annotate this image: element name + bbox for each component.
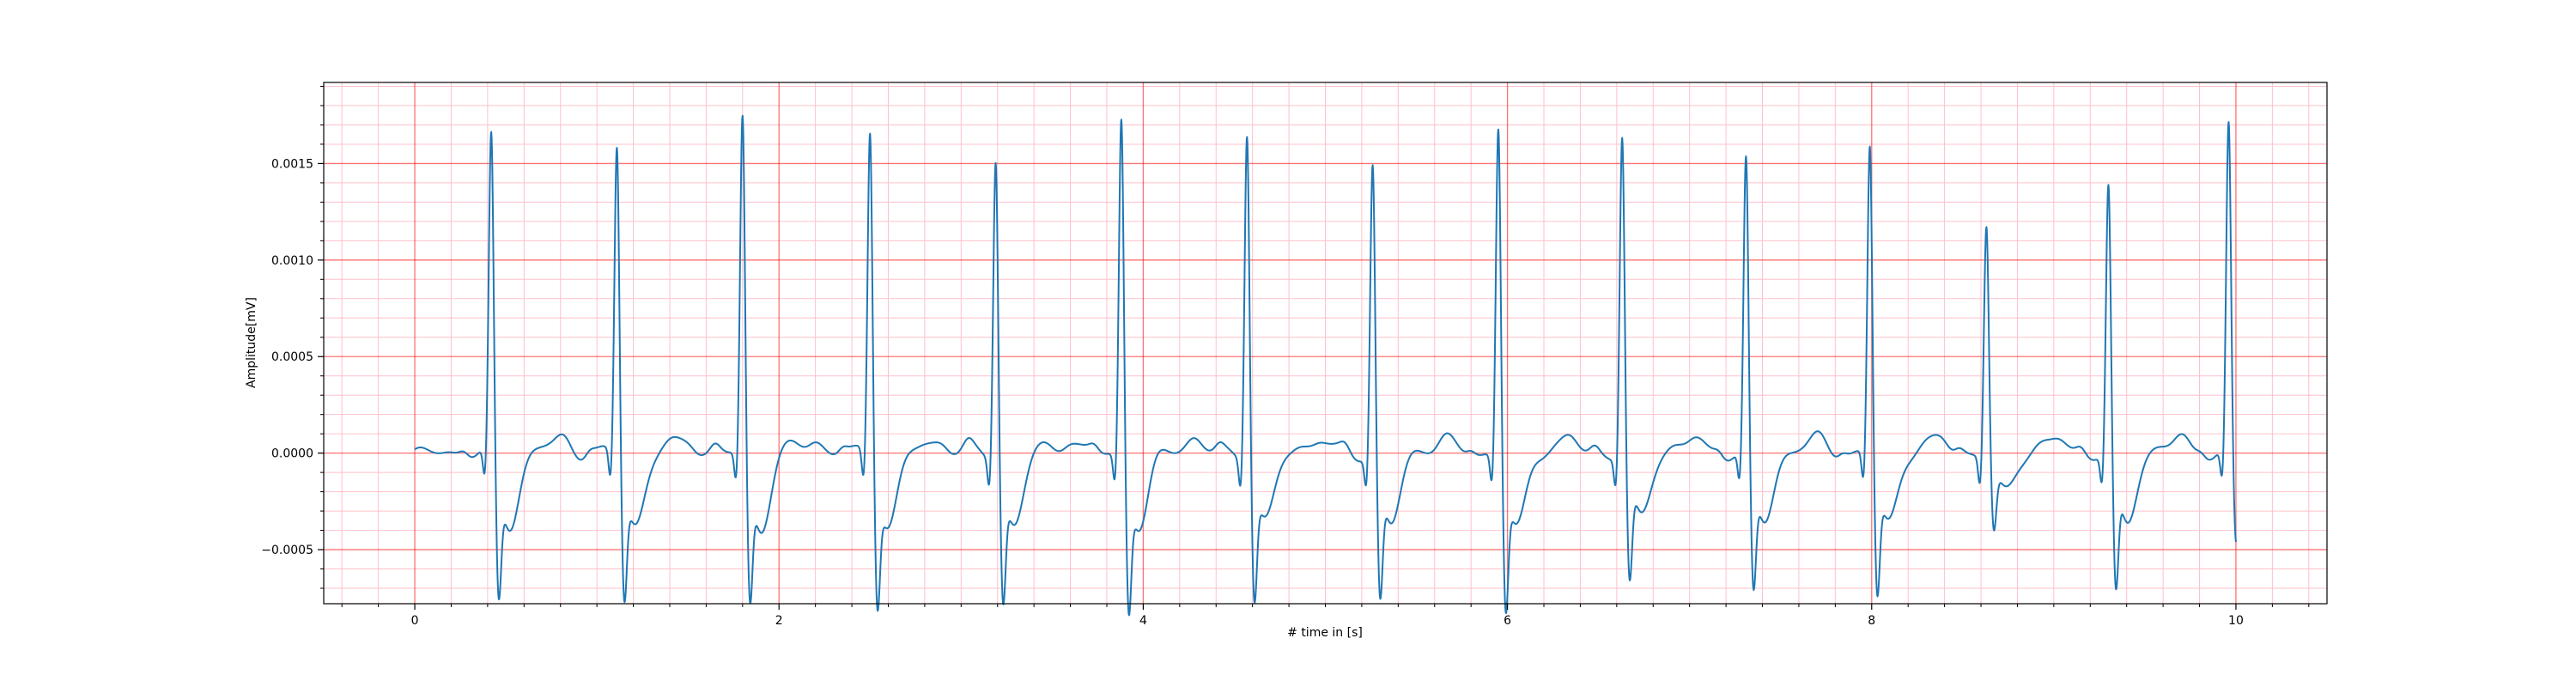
- y-tick-label: 0.0015: [271, 157, 313, 171]
- y-tick-label: −0.0005: [261, 544, 313, 557]
- y-axis-ticks: −0.0005 0.0000 0.0005 0.0010 0.0015: [261, 85, 324, 589]
- series-layer: [414, 114, 2237, 617]
- x-tick-label: 6: [1504, 614, 1511, 628]
- y-tick-label: 0.0010: [271, 254, 313, 268]
- x-tick-label: 0: [411, 614, 419, 628]
- x-tick-label: 4: [1139, 614, 1147, 628]
- y-axis-label: Amplitude[mV]: [245, 297, 258, 388]
- x-tick-label: 8: [1868, 614, 1875, 628]
- x-axis-ticks: 0 2 4 6 8 10: [341, 604, 2310, 628]
- major-grid: [324, 82, 2327, 604]
- y-tick-label: 0.0005: [271, 350, 313, 364]
- ecg-signal-line: [414, 114, 2237, 617]
- x-tick-label: 10: [2228, 614, 2244, 628]
- x-tick-label: 2: [775, 614, 783, 628]
- y-tick-label: 0.0000: [271, 447, 313, 461]
- x-axis-label: # time in [s]: [1287, 626, 1363, 640]
